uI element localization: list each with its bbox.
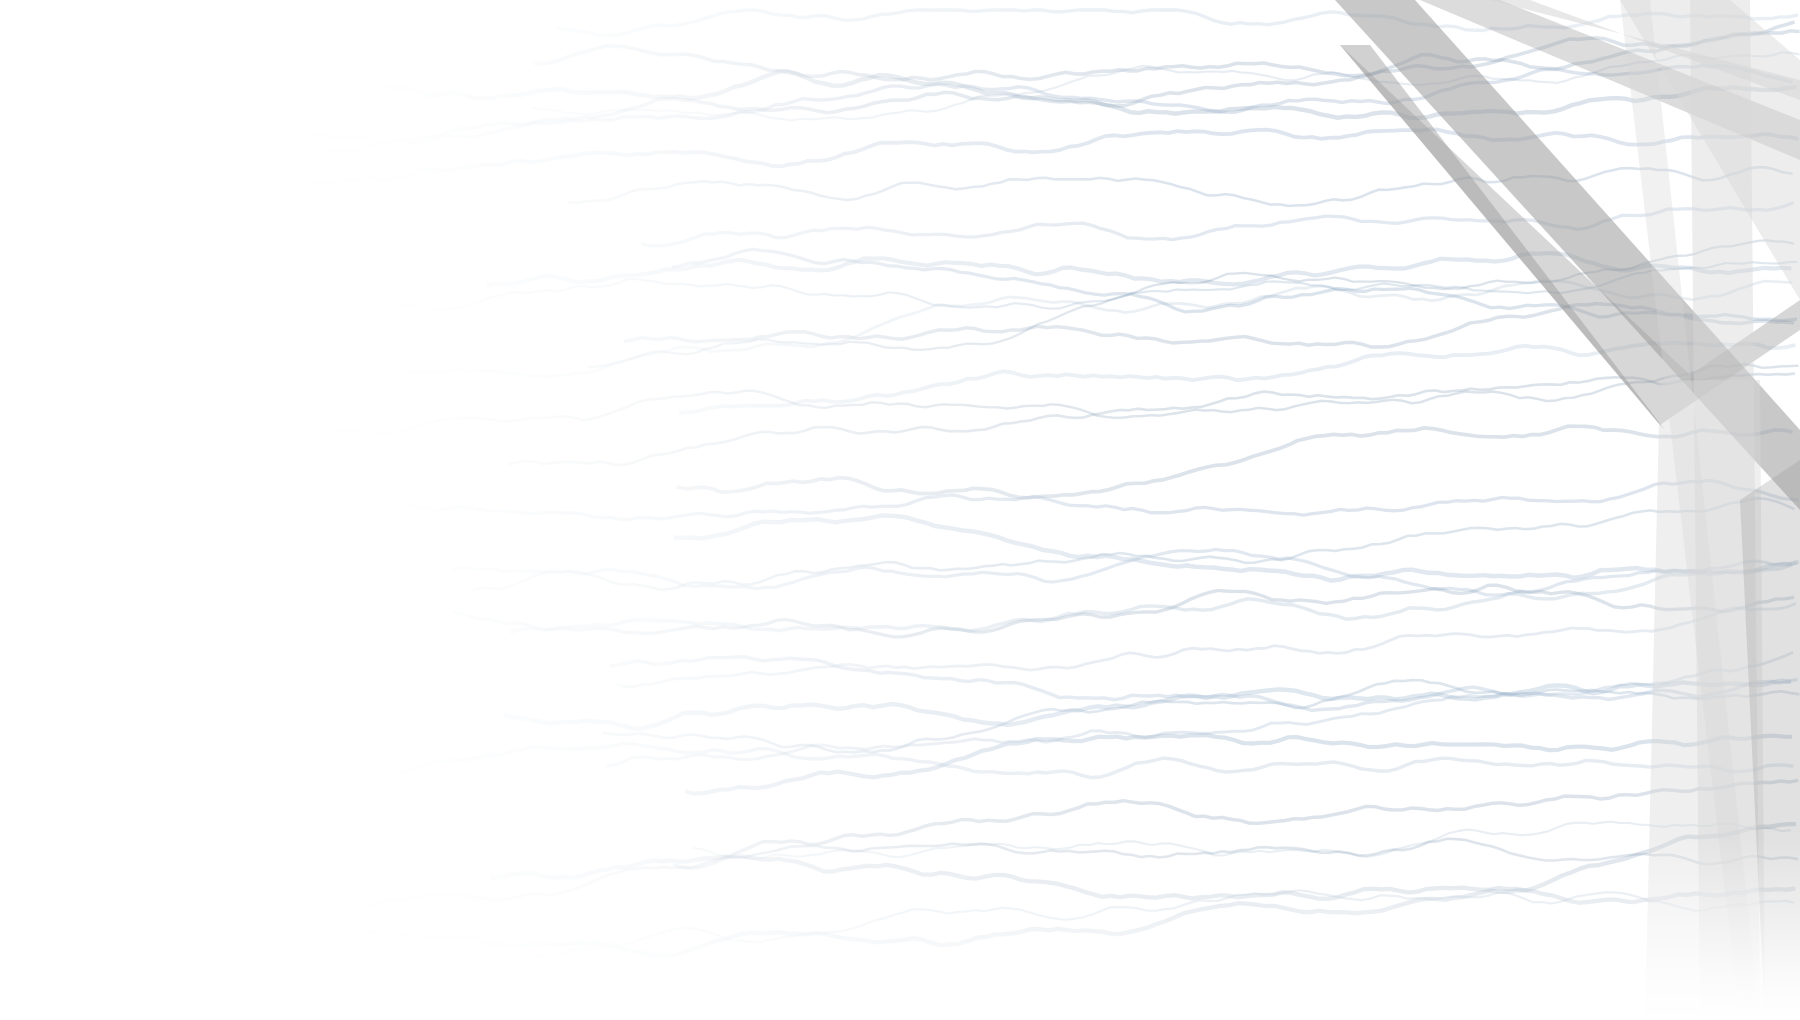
noise-wave-line — [382, 69, 1797, 121]
noise-wave-line — [616, 602, 1797, 689]
noise-wave-line — [692, 820, 1792, 860]
noise-wave-line — [503, 678, 1792, 731]
noise-wave-line — [295, 127, 1799, 186]
noise-wave-line — [602, 678, 1800, 754]
noise-wave-line — [676, 424, 1793, 500]
noise-wave-line — [568, 165, 1793, 208]
noise-wave-line — [555, 8, 1799, 38]
noise-wave-line — [509, 560, 1798, 634]
noise-wave-lines — [254, 8, 1800, 959]
noise-wave-line — [507, 372, 1796, 467]
gray-shard — [1645, 380, 1765, 1020]
noise-wave-line — [254, 741, 1794, 802]
noise-wave-line — [403, 478, 1799, 522]
